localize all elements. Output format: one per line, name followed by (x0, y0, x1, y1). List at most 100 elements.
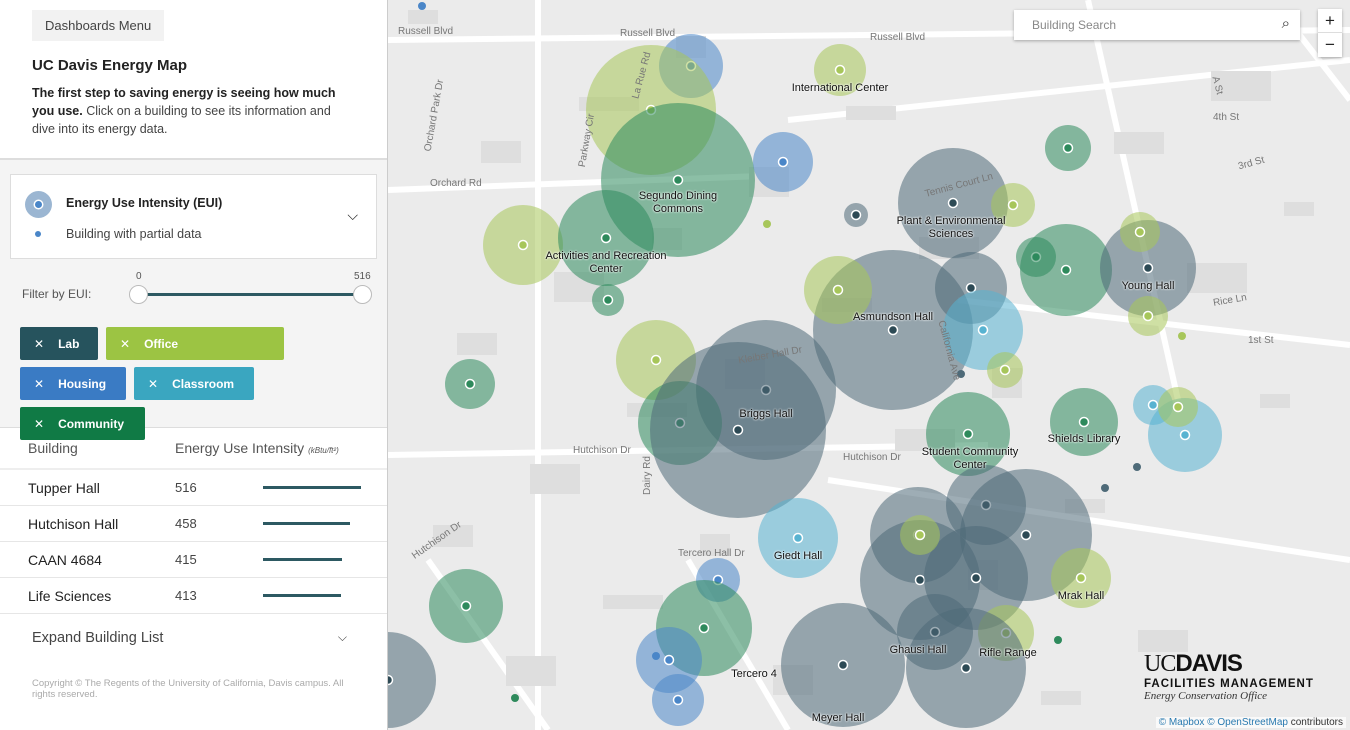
building-label[interactable]: Giedt Hall (773, 550, 823, 562)
slider-handle-min[interactable] (129, 285, 148, 304)
remove-icon[interactable]: ✕ (34, 336, 45, 351)
street-label: Dairy Rd (641, 456, 653, 495)
partial-data-marker[interactable] (1178, 332, 1186, 340)
building-marker[interactable] (1142, 262, 1154, 274)
osm-link[interactable]: © OpenStreetMap (1207, 717, 1288, 728)
building-marker[interactable] (914, 574, 926, 586)
building-marker[interactable] (887, 324, 899, 336)
partial-data-marker[interactable] (511, 694, 519, 702)
filter-tag-lab[interactable]: ✕ Lab (20, 327, 98, 360)
building-marker[interactable] (1007, 199, 1019, 211)
building-marker[interactable] (1147, 399, 1159, 411)
partial-data-marker[interactable] (957, 370, 965, 378)
building-marker[interactable] (999, 364, 1011, 376)
eui-bar (263, 486, 361, 489)
map-canvas[interactable] (388, 0, 1350, 730)
building-label[interactable]: Ghausi Hall (889, 644, 947, 656)
building-footprint (433, 525, 473, 547)
building-marker[interactable] (777, 156, 789, 168)
building-label[interactable]: Shields Library (1047, 433, 1121, 445)
building-label[interactable]: International Center (791, 82, 889, 94)
search-icon[interactable]: ⌕ (1281, 15, 1290, 32)
building-label[interactable]: Meyer Hall (811, 712, 865, 724)
building-marker[interactable] (1062, 142, 1074, 154)
building-marker[interactable] (792, 532, 804, 544)
table-row[interactable]: Tupper Hall 516 (0, 470, 387, 506)
col-building[interactable]: Building (28, 440, 78, 456)
building-marker[interactable] (1142, 310, 1154, 322)
expand-building-list[interactable]: Expand Building List ⌵ (0, 614, 387, 670)
building-marker[interactable] (960, 662, 972, 674)
partial-data-marker[interactable] (763, 220, 771, 228)
building-marker[interactable] (663, 654, 675, 666)
building-marker[interactable] (602, 294, 614, 306)
filter-tag-housing[interactable]: ✕ Housing (20, 367, 126, 400)
building-marker[interactable] (1172, 401, 1184, 413)
building-label[interactable]: Briggs Hall (739, 408, 793, 420)
building-bubble[interactable] (388, 632, 436, 728)
building-marker[interactable] (464, 378, 476, 390)
ucdavis-logo: UCDAVIS FACILITIES MANAGEMENT Energy Con… (1144, 650, 1340, 702)
building-marker[interactable] (1060, 264, 1072, 276)
legend[interactable]: Energy Use Intensity (EUI) Building with… (10, 174, 377, 259)
building-label[interactable]: Rifle Range (979, 647, 1037, 659)
building-label[interactable]: Activities and Recreation Center (545, 250, 667, 275)
building-marker[interactable] (698, 622, 710, 634)
chevron-down-icon[interactable]: ⌵ (347, 207, 358, 223)
building-marker[interactable] (460, 600, 472, 612)
building-marker[interactable] (947, 197, 959, 209)
remove-icon[interactable]: ✕ (34, 376, 45, 391)
building-search-input[interactable]: Building Search ⌕ (1014, 10, 1300, 40)
slider-track[interactable] (138, 293, 362, 296)
slider-handle-max[interactable] (353, 285, 372, 304)
remove-icon[interactable]: ✕ (120, 336, 131, 351)
table-row[interactable]: Hutchison Hall 458 (0, 506, 387, 542)
building-marker[interactable] (388, 674, 394, 686)
building-marker[interactable] (600, 232, 612, 244)
building-marker[interactable] (962, 428, 974, 440)
building-label[interactable]: Tercero 4 (731, 668, 777, 680)
partial-data-marker[interactable] (1054, 636, 1062, 644)
filter-tag-office[interactable]: ✕ Office (106, 327, 284, 360)
partial-data-marker[interactable] (652, 652, 660, 660)
remove-icon[interactable]: ✕ (148, 376, 159, 391)
zoom-out-button[interactable]: − (1325, 35, 1335, 54)
building-marker[interactable] (850, 209, 862, 221)
remove-icon[interactable]: ✕ (34, 416, 45, 431)
building-marker[interactable] (672, 174, 684, 186)
building-label[interactable]: Student Community Center (921, 446, 1019, 471)
eui-bar (263, 594, 342, 597)
building-marker[interactable] (672, 694, 684, 706)
filter-tag-classroom[interactable]: ✕ Classroom (134, 367, 254, 400)
building-marker[interactable] (517, 239, 529, 251)
building-marker[interactable] (1020, 529, 1032, 541)
building-marker[interactable] (650, 354, 662, 366)
building-label[interactable]: Segundo Dining Commons (638, 190, 718, 215)
building-label[interactable]: Plant & Environmental Sciences (896, 215, 1006, 240)
building-label[interactable]: Mrak Hall (1057, 590, 1105, 602)
partial-data-marker[interactable] (1101, 484, 1109, 492)
table-row[interactable]: CAAN 4684 415 (0, 542, 387, 578)
partial-data-marker[interactable] (1133, 463, 1141, 471)
map[interactable]: International Center Segundo Dining Commo… (388, 0, 1350, 730)
building-label[interactable]: Asmundson Hall (852, 311, 934, 323)
zoom-in-button[interactable]: + (1318, 9, 1342, 33)
table-row[interactable]: Life Sciences 413 (0, 578, 387, 614)
building-marker[interactable] (977, 324, 989, 336)
building-marker[interactable] (837, 659, 849, 671)
building-marker[interactable] (732, 424, 744, 436)
building-marker[interactable] (834, 64, 846, 76)
filter-tag-community[interactable]: ✕ Community (20, 407, 145, 440)
building-marker[interactable] (1075, 572, 1087, 584)
building-marker[interactable] (832, 284, 844, 296)
mapbox-link[interactable]: © Mapbox (1158, 717, 1205, 728)
partial-data-marker[interactable] (418, 2, 426, 10)
building-marker[interactable] (1179, 429, 1191, 441)
col-eui[interactable]: Energy Use Intensity (kBtu/ft²) (175, 440, 339, 456)
building-marker[interactable] (970, 572, 982, 584)
building-marker[interactable] (914, 529, 926, 541)
building-marker[interactable] (1134, 226, 1146, 238)
dashboards-menu-button[interactable]: Dashboards Menu (32, 10, 165, 41)
building-label[interactable]: Young Hall (1121, 280, 1175, 292)
building-marker[interactable] (1078, 416, 1090, 428)
